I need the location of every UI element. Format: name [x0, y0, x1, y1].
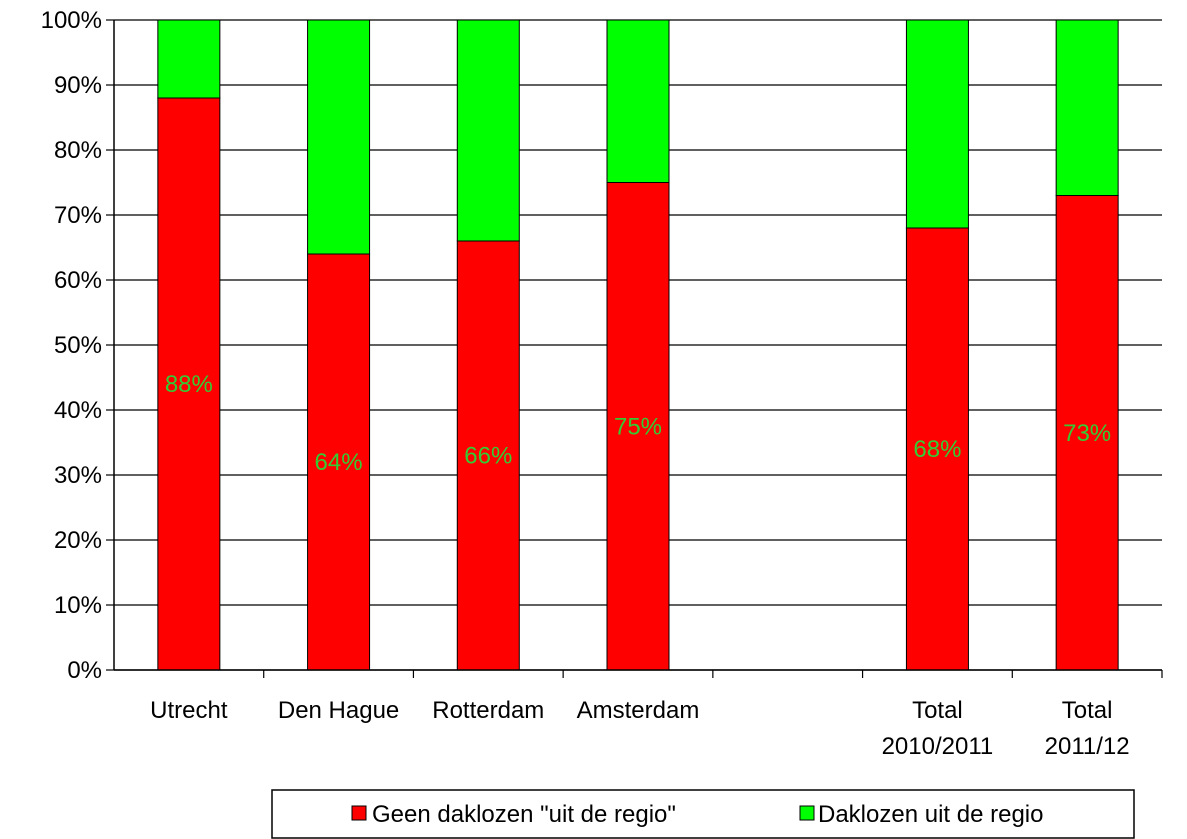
y-tick-label: 30%: [54, 462, 102, 489]
data-label: 75%: [614, 413, 662, 440]
data-label: 88%: [165, 371, 213, 398]
data-label: 66%: [464, 443, 512, 470]
y-tick-label: 20%: [54, 527, 102, 554]
y-axis-tick-labels: 0% 10% 20% 30% 40% 50% 60% 70% 80% 90% 100%: [41, 7, 102, 684]
legend: Geen daklozen "uit de regio" Daklozen uit…: [271, 789, 1135, 839]
y-tick-label: 40%: [54, 397, 102, 424]
y-tick-label: 60%: [54, 267, 102, 294]
bars: [157, 19, 1119, 671]
data-label: 68%: [913, 436, 961, 463]
legend-swatch: [799, 805, 815, 821]
x-category-label: Den Hague: [278, 697, 399, 724]
bar-segment-geen-daklozen: [905, 227, 969, 671]
x-category-label: Rotterdam: [432, 697, 544, 724]
bar-segment-daklozen-uit-regio: [456, 19, 520, 242]
bar-segment-geen-daklozen: [307, 253, 371, 671]
legend-label: Geen daklozen "uit de regio": [372, 801, 676, 828]
bar-segment-daklozen-uit-regio: [157, 19, 221, 99]
x-category-label: Amsterdam: [577, 697, 700, 724]
legend-swatch: [351, 805, 367, 821]
y-tick-label: 50%: [54, 332, 102, 359]
y-tick-label: 10%: [54, 592, 102, 619]
legend-box: [271, 789, 1135, 839]
x-axis-category-labels: Utrecht Den Hague Rotterdam Amsterdam Total 2…: [150, 697, 1129, 760]
y-tick-label: 80%: [54, 137, 102, 164]
bar-segment-daklozen-uit-regio: [905, 19, 969, 229]
y-tick-label: 100%: [41, 7, 102, 34]
bar-segment-geen-daklozen: [157, 97, 221, 671]
data-label: 64%: [315, 449, 363, 476]
legend-label: Daklozen uit de regio: [818, 801, 1043, 828]
y-tick-label: 0%: [67, 657, 102, 684]
bar-segment-daklozen-uit-regio: [307, 19, 371, 255]
x-category-label: 2011/12: [1045, 733, 1130, 760]
y-tick-label: 90%: [54, 72, 102, 99]
data-labels: 88% 64% 66% 75% 68% 73%: [165, 371, 1111, 476]
bar-segment-daklozen-uit-regio: [606, 19, 670, 183]
bar-segment-geen-daklozen: [1055, 195, 1119, 671]
y-tick-label: 70%: [54, 202, 102, 229]
x-category-label: Utrecht: [150, 697, 228, 724]
axes: [106, 19, 1163, 678]
x-category-label: Total: [912, 697, 963, 724]
bar-segment-geen-daklozen: [606, 182, 670, 671]
x-category-label: Total: [1062, 697, 1113, 724]
data-label: 73%: [1063, 420, 1111, 447]
bar-segment-geen-daklozen: [456, 240, 520, 671]
x-category-label: 2010/2011: [882, 733, 994, 760]
bar-segment-daklozen-uit-regio: [1055, 19, 1119, 196]
